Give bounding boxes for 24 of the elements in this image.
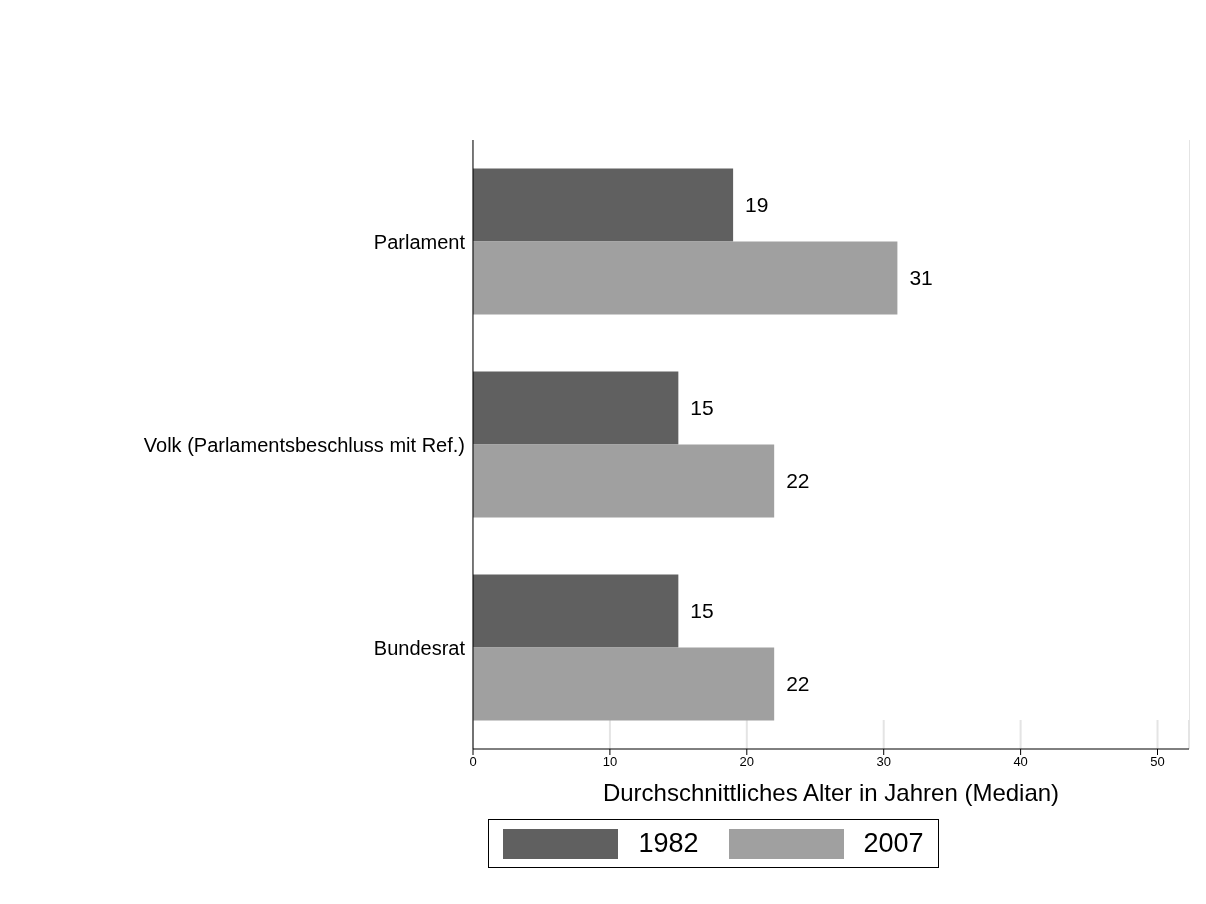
x-tick-label: 20	[739, 754, 755, 770]
x-tick-label: 40	[1013, 754, 1028, 770]
data-label: 22	[786, 469, 810, 493]
bar	[473, 371, 679, 445]
x-tick-label: 10	[602, 754, 618, 770]
y-tick-label: Bundesrat	[373, 636, 466, 659]
data-label: 15	[690, 396, 714, 420]
x-tick-label: 30	[876, 754, 891, 770]
data-label: 19	[745, 193, 769, 217]
y-tick-label: Parlament	[373, 230, 466, 253]
x-axis-title: Durchschnittliches Alter in Jahren (Median)	[602, 779, 1060, 806]
x-tick-label: 50	[1150, 754, 1165, 770]
y-tick-label: Volk (Parlamentsbeschluss mit Ref.)	[143, 433, 465, 456]
data-label: 15	[690, 599, 714, 623]
bar	[473, 168, 734, 242]
bar	[473, 444, 775, 518]
x-tick-label: 0	[469, 754, 477, 770]
bar	[473, 241, 898, 315]
data-label: 22	[786, 672, 810, 696]
data-label: 31	[909, 266, 933, 290]
legend-label: 2007	[863, 828, 924, 859]
bar	[473, 647, 775, 721]
bar	[473, 574, 679, 648]
legend-label: 1982	[638, 828, 699, 859]
